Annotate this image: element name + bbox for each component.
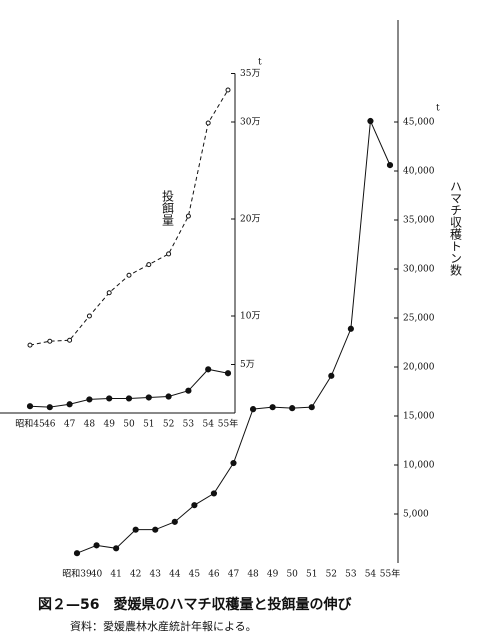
data-point <box>205 120 211 126</box>
y-axis-label: ハマチ収穫トン数 <box>449 180 463 277</box>
data-point <box>86 313 92 319</box>
x-tick-label: 51 <box>306 570 317 580</box>
x-tick-label: 40 <box>91 570 103 580</box>
data-point <box>205 366 212 373</box>
data-point <box>185 213 191 219</box>
x-tick-label: 50 <box>286 570 298 580</box>
x-tick-label: 49 <box>103 420 115 430</box>
data-point <box>308 404 315 411</box>
data-point <box>386 162 394 169</box>
x-tick-label: 47 <box>64 420 76 430</box>
data-point <box>27 342 33 348</box>
x-tick-label: 54 <box>365 570 377 580</box>
data-point <box>26 403 34 410</box>
x-tick-label: 48 <box>247 570 259 580</box>
series-line <box>76 119 391 554</box>
data-point <box>46 404 53 411</box>
x-tick-label: 53 <box>345 570 357 580</box>
y-tick-label: 20万 <box>240 215 260 225</box>
x-tick-label: 45 <box>189 570 201 580</box>
series-label: 投餌量 <box>161 189 175 226</box>
figure-source: 資料：愛媛農林水産統計年報による。 <box>70 619 257 633</box>
y-unit: t <box>258 58 262 68</box>
data-point <box>132 526 139 533</box>
y-tick-label: 30万 <box>240 118 260 128</box>
data-point <box>125 395 133 402</box>
y-tick-label: 40,000 <box>403 167 435 177</box>
y-tick-label: 15,000 <box>403 412 435 422</box>
data-point <box>47 338 53 344</box>
data-point <box>126 272 132 278</box>
data-point <box>106 395 113 402</box>
y-tick-label: 20,000 <box>403 363 435 373</box>
x-tick-label: 55年 <box>218 418 238 430</box>
data-point <box>367 117 374 125</box>
y-tick-label: 10万 <box>240 312 260 322</box>
data-point <box>328 372 335 379</box>
x-tick-label: 53 <box>183 420 195 430</box>
data-point <box>145 394 152 401</box>
data-point <box>249 406 257 413</box>
data-point <box>166 251 172 257</box>
x-tick-label: 52 <box>163 420 174 430</box>
x-tick-label: 41 <box>110 570 121 580</box>
x-tick-label: 49 <box>267 570 279 580</box>
x-tick-label: 50 <box>123 420 135 430</box>
data-point <box>93 542 100 549</box>
data-point <box>66 401 73 408</box>
x-tick-label: 46 <box>44 420 56 430</box>
x-tick-label: 44 <box>169 570 181 580</box>
data-point <box>289 405 296 412</box>
y-tick-label: 30,000 <box>403 265 435 275</box>
x-tick-label: 54 <box>202 420 214 430</box>
data-point <box>106 290 112 296</box>
data-point <box>347 325 354 332</box>
x-tick-label: 47 <box>228 570 240 580</box>
y-tick-label: 35万 <box>240 69 260 79</box>
y-tick-label: 5,000 <box>403 510 429 520</box>
y-tick-label: 10,000 <box>403 461 435 471</box>
y-unit: t <box>436 104 440 114</box>
data-point <box>171 518 178 525</box>
x-tick-label: 42 <box>130 570 141 580</box>
data-point <box>224 370 232 377</box>
data-point <box>191 502 198 509</box>
x-tick-label: 46 <box>208 570 220 580</box>
y-tick-label: 5万 <box>240 360 255 370</box>
data-point <box>210 490 218 497</box>
x-tick-label: 昭和39 <box>62 569 92 580</box>
x-tick-label: 43 <box>150 570 162 580</box>
data-point <box>269 404 276 411</box>
data-point <box>86 396 93 403</box>
data-point <box>113 545 120 552</box>
data-point <box>185 387 192 394</box>
y-tick-label: 25,000 <box>403 314 435 324</box>
series-line <box>29 89 229 346</box>
data-point <box>73 550 81 557</box>
data-point <box>225 87 231 93</box>
data-point <box>165 393 172 400</box>
x-tick-label: 48 <box>84 420 96 430</box>
data-point <box>67 337 73 343</box>
data-point <box>146 262 152 268</box>
y-tick-label: 45,000 <box>403 118 435 128</box>
x-tick-label: 51 <box>143 420 154 430</box>
y-tick-label: 35,000 <box>403 216 435 226</box>
figure-title: 図２—56 愛媛県のハマチ収穫量と投餌量の伸び <box>38 596 352 613</box>
data-point <box>230 459 237 467</box>
data-point <box>152 526 159 533</box>
x-tick-label: 52 <box>326 570 337 580</box>
x-tick-label: 昭和45 <box>15 419 45 430</box>
x-tick-label: 55年 <box>380 568 400 580</box>
